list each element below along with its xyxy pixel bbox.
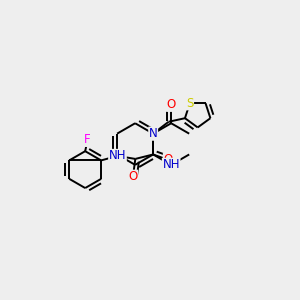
Text: NH: NH xyxy=(162,158,180,171)
Text: O: O xyxy=(164,153,172,166)
Text: O: O xyxy=(128,170,138,183)
Text: NH: NH xyxy=(109,149,126,162)
Text: F: F xyxy=(84,134,91,146)
Text: N: N xyxy=(149,127,158,140)
Text: S: S xyxy=(186,97,194,110)
Text: O: O xyxy=(167,98,176,111)
